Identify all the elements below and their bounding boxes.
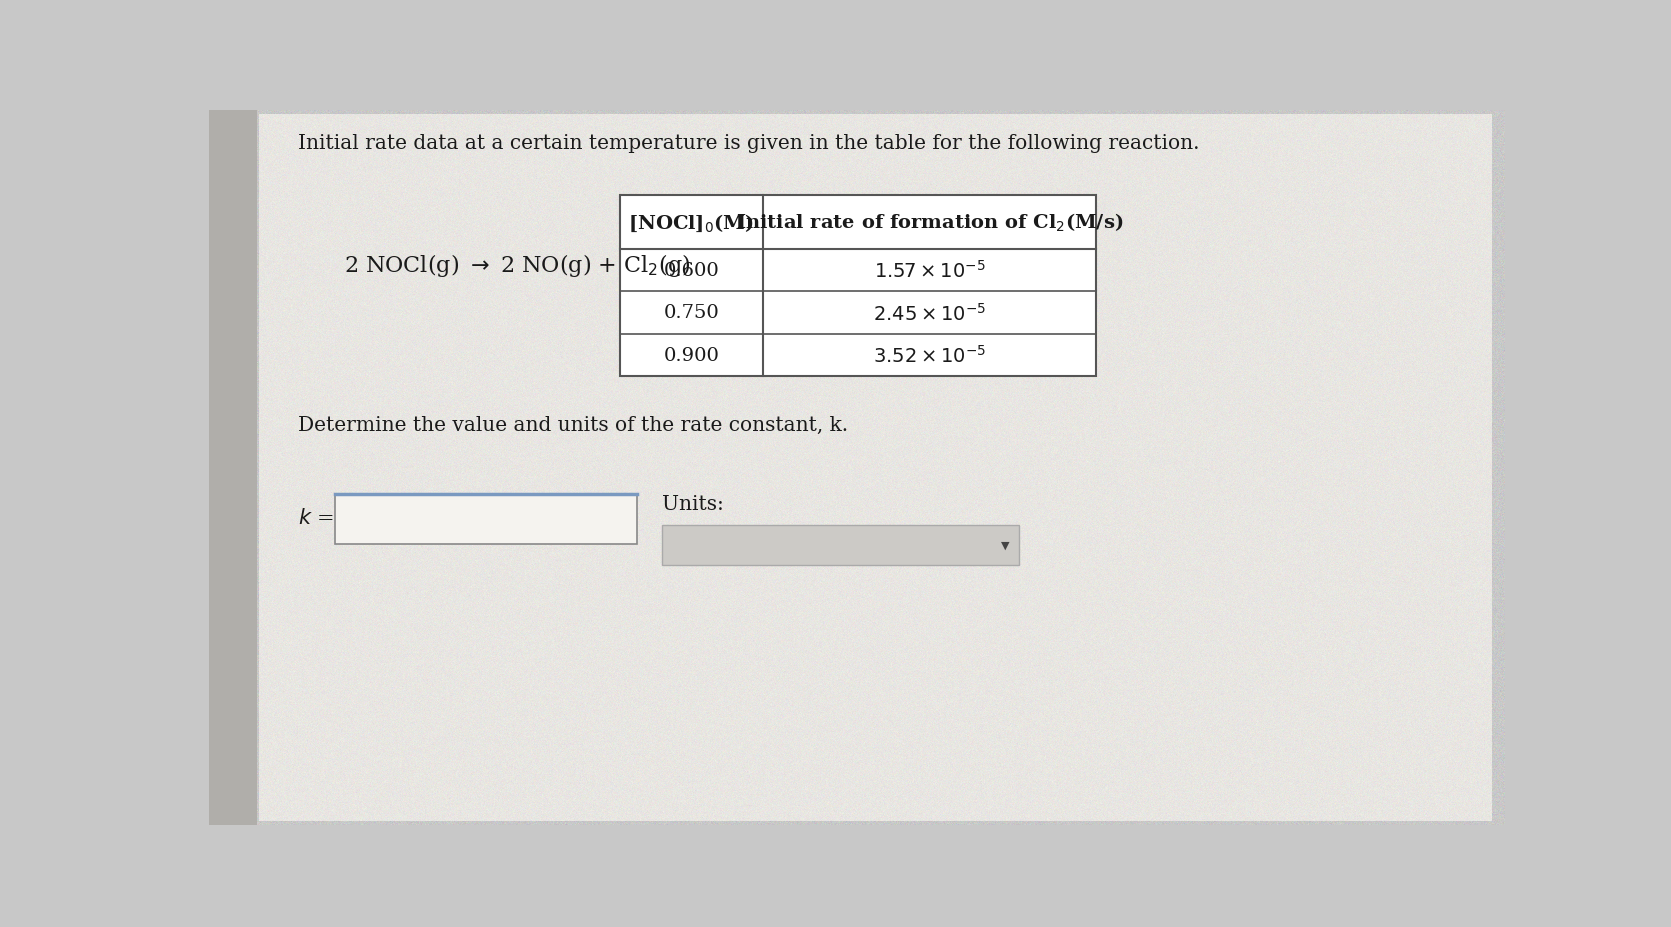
Text: 0.750: 0.750 — [663, 304, 719, 323]
Text: 0.600: 0.600 — [663, 261, 719, 280]
Bar — [662, 525, 1019, 565]
Text: Initial rate data at a certain temperature is given in the table for the followi: Initial rate data at a certain temperatu… — [297, 134, 1200, 153]
Text: $1.57\times 10^{-5}$: $1.57\times 10^{-5}$ — [874, 260, 986, 282]
Text: $k$ =: $k$ = — [297, 507, 334, 527]
Bar — [209, 111, 257, 825]
Bar — [620, 196, 1096, 376]
Text: Initial rate of formation of Cl$_2$(M/s): Initial rate of formation of Cl$_2$(M/s) — [735, 211, 1123, 234]
Text: $2.45\times 10^{-5}$: $2.45\times 10^{-5}$ — [872, 302, 986, 324]
Bar — [336, 494, 637, 544]
Text: ▼: ▼ — [1001, 540, 1009, 550]
Text: 2 NOCl(g) $\rightarrow$ 2 NO(g) + Cl$_2$(g): 2 NOCl(g) $\rightarrow$ 2 NO(g) + Cl$_2$… — [344, 251, 690, 278]
Text: [NOCl]$_0$(M): [NOCl]$_0$(M) — [628, 212, 754, 234]
Text: Determine the value and units of the rate constant, k.: Determine the value and units of the rat… — [297, 415, 849, 434]
Text: 0.900: 0.900 — [663, 347, 719, 364]
Text: Units:: Units: — [662, 494, 724, 514]
Text: $3.52\times 10^{-5}$: $3.52\times 10^{-5}$ — [872, 345, 986, 366]
